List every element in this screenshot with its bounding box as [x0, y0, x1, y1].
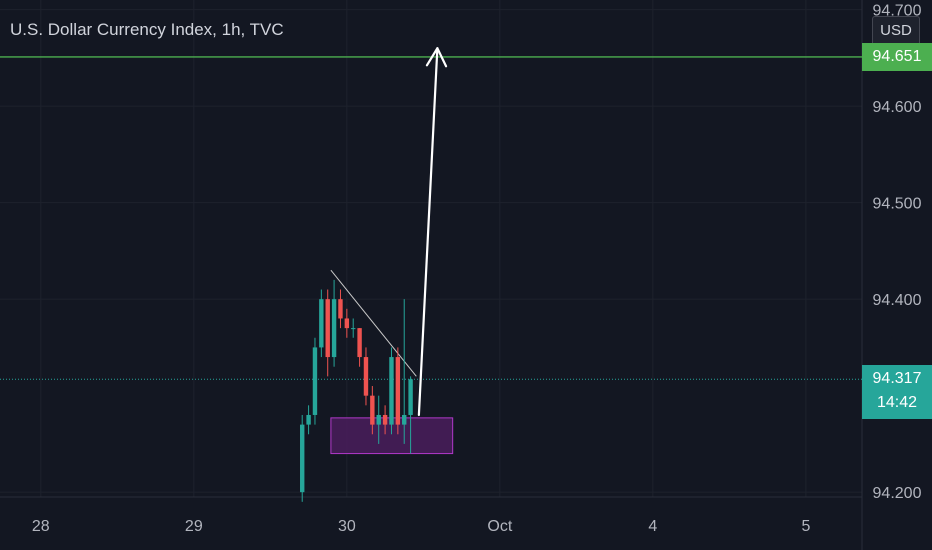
candle-body [351, 328, 356, 330]
candle-body [344, 318, 350, 329]
candle-body [331, 299, 337, 358]
candle-body [300, 424, 305, 493]
candle[interactable] [395, 347, 401, 435]
candle-body [382, 414, 388, 425]
bar-countdown: 14:42 [876, 394, 918, 412]
candle-body [357, 328, 362, 358]
y-tick-label: 94.700 [873, 3, 922, 20]
x-tick-label: 5 [801, 518, 810, 535]
arrow-shaft [417, 47, 439, 417]
candle-body [395, 357, 401, 425]
x-tick-label: 29 [185, 518, 203, 535]
candle[interactable] [402, 299, 407, 444]
candle-body [363, 357, 369, 396]
candle-body [319, 299, 324, 348]
arrow-head [425, 47, 448, 68]
projection-arrow[interactable] [417, 47, 448, 417]
candle[interactable] [408, 376, 413, 454]
candle[interactable] [338, 289, 343, 329]
candle[interactable] [363, 347, 369, 406]
candle[interactable] [382, 405, 388, 435]
candle[interactable] [344, 308, 350, 338]
candle-body [408, 379, 413, 415]
currency-badge[interactable]: USD [872, 16, 920, 46]
x-tick-label: Oct [487, 518, 512, 535]
candle-body [306, 414, 311, 425]
candle[interactable] [376, 395, 381, 444]
x-tick-label: 4 [648, 518, 657, 535]
candle[interactable] [331, 279, 337, 367]
candle[interactable] [312, 337, 318, 425]
x-tick-label: 28 [32, 518, 50, 535]
candle[interactable] [300, 414, 305, 502]
candle[interactable] [370, 386, 375, 435]
candle[interactable] [357, 328, 362, 367]
candle-body [376, 414, 381, 425]
candle-body [389, 357, 394, 425]
candle-body [312, 347, 318, 415]
candle[interactable] [319, 289, 324, 358]
x-tick-label: 30 [338, 518, 356, 535]
y-tick-label: 94.500 [873, 196, 922, 213]
y-tick-label: 94.600 [873, 99, 922, 116]
candle[interactable] [351, 318, 356, 338]
target-price-label: 94.651 [862, 42, 932, 71]
candle-body [325, 299, 330, 358]
candle[interactable] [389, 347, 394, 435]
candle-body [338, 299, 343, 319]
target-price-value: 94.651 [872, 47, 922, 65]
chart-title: U.S. Dollar Currency Index, 1h, TVC [10, 20, 284, 39]
candle[interactable] [306, 405, 311, 435]
candle-body [402, 414, 407, 425]
current-price-label: 94.317 14:42 [862, 365, 932, 420]
current-price-value: 94.317 [872, 370, 922, 388]
candle[interactable] [325, 289, 330, 377]
y-tick-label: 94.400 [873, 292, 922, 309]
y-tick-label: 94.200 [873, 485, 922, 502]
trendline[interactable] [330, 269, 417, 377]
candle-body [370, 395, 375, 425]
